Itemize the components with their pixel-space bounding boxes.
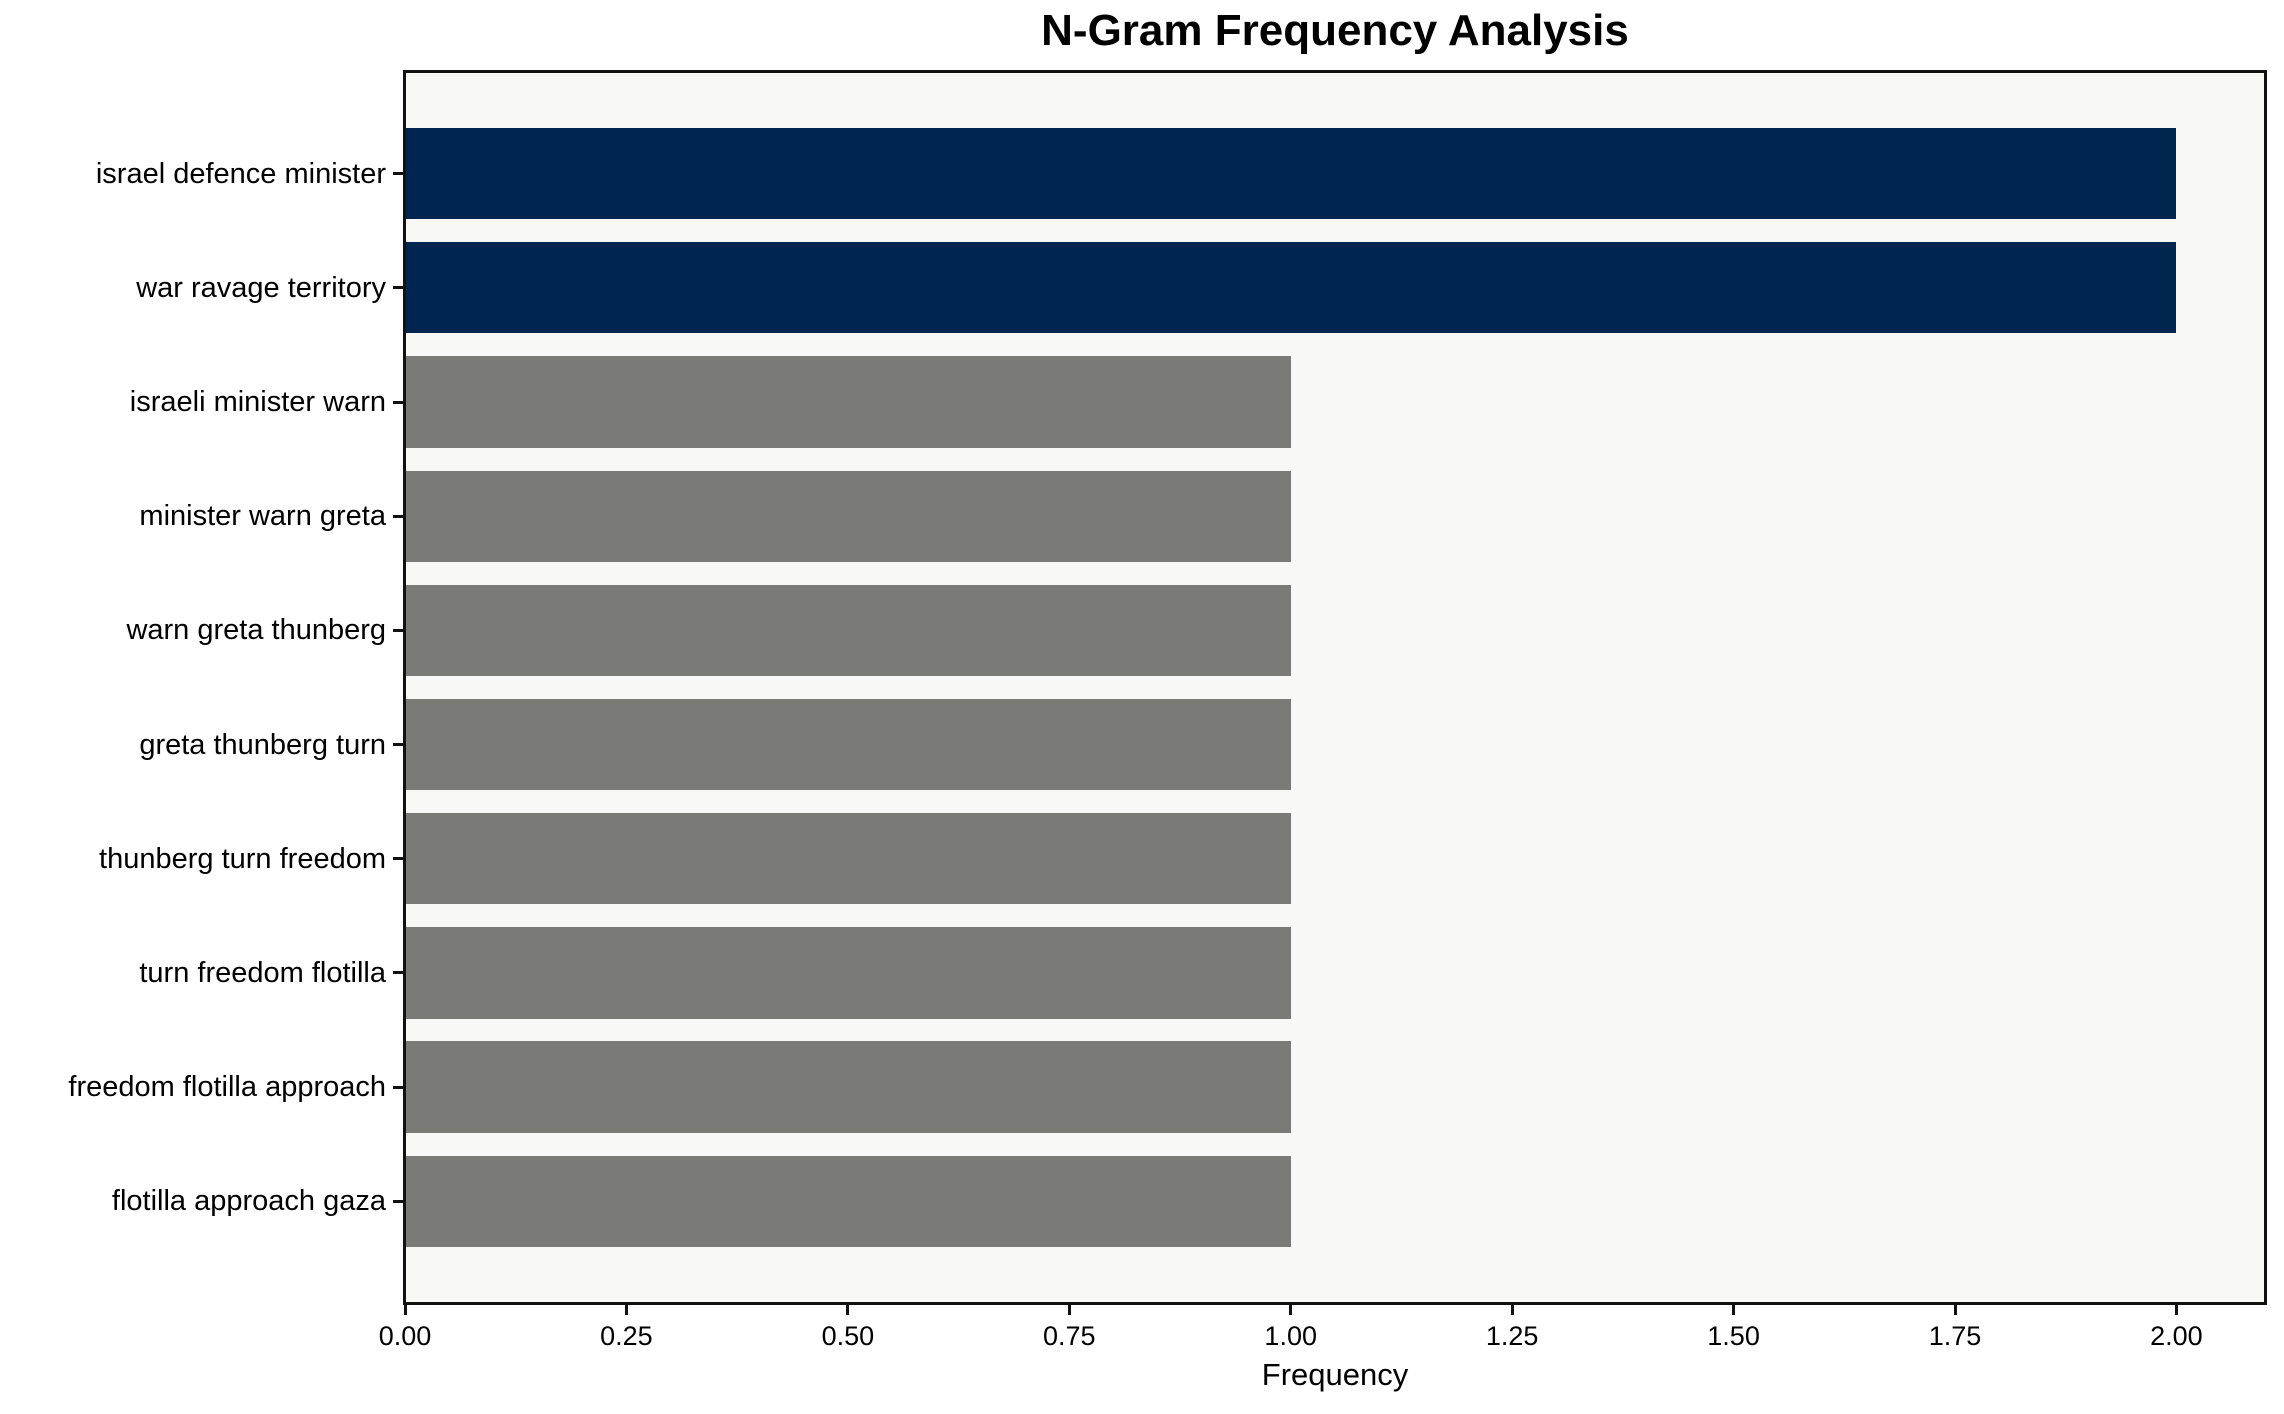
y-tick-label: warn greta thunberg (126, 614, 386, 647)
bar-thunberg-turn-freedom (405, 813, 1291, 905)
bar-warn-greta-thunberg (405, 584, 1291, 677)
y-tick-mark (393, 743, 405, 747)
y-tick-label: israel defence minister (95, 157, 386, 190)
bars-layer (405, 72, 2265, 1303)
y-tick-mark (393, 514, 405, 518)
chart-title: N-Gram Frequency Analysis (1041, 6, 1629, 55)
x-tick-label: 2.00 (2150, 1321, 2203, 1351)
bar-greta-thunberg-turn (405, 698, 1291, 791)
x-tick-mark (624, 1303, 628, 1315)
x-tick-mark (1510, 1303, 1514, 1315)
x-tick-mark (403, 1303, 407, 1315)
bar-israel-defence-minister (405, 127, 2177, 220)
y-tick-label: turn freedom flotilla (139, 956, 386, 989)
y-tick-label: greta thunberg turn (139, 728, 386, 761)
x-tick-mark (1732, 1303, 1736, 1315)
y-tick-label: minister warn greta (139, 500, 386, 533)
y-tick-label: freedom flotilla approach (68, 1071, 386, 1104)
x-tick-mark (2174, 1303, 2178, 1315)
x-tick-label: 0.00 (378, 1321, 432, 1351)
y-tick-mark (393, 400, 405, 404)
y-tick-mark (393, 628, 405, 632)
x-tick-mark (1289, 1303, 1293, 1315)
y-tick-label: flotilla approach gaza (111, 1185, 386, 1218)
y-tick-label: thunberg turn freedom (99, 842, 386, 875)
y-tick-mark (393, 172, 405, 176)
x-tick-label: 0.75 (1043, 1321, 1096, 1351)
y-tick-mark (393, 971, 405, 975)
x-tick-mark (846, 1303, 850, 1315)
bar-flotilla-approach-gaza (405, 1155, 1291, 1248)
x-axis-title: Frequency (1261, 1357, 1409, 1392)
bar-war-ravage-territory (405, 242, 2177, 334)
x-tick-label: 1.75 (1928, 1321, 1982, 1351)
y-tick-mark (393, 1085, 405, 1089)
bar-turn-freedom-flotilla (405, 927, 1291, 1019)
y-tick-label: war ravage territory (136, 271, 386, 304)
bar-freedom-flotilla-approach (405, 1041, 1291, 1133)
y-tick-label: israeli minister warn (129, 386, 386, 419)
y-tick-mark (393, 1199, 405, 1203)
x-tick-label: 1.50 (1707, 1321, 1760, 1351)
x-tick-label: 1.25 (1485, 1321, 1539, 1351)
y-tick-mark (393, 857, 405, 861)
x-tick-mark (1067, 1303, 1071, 1315)
x-tick-label: 0.50 (821, 1321, 875, 1351)
y-tick-mark (393, 286, 405, 290)
x-tick-mark (1953, 1303, 1957, 1315)
bar-minister-warn-greta (405, 470, 1291, 562)
x-tick-label: 0.25 (600, 1321, 653, 1351)
x-tick-label: 1.00 (1264, 1321, 1317, 1351)
bar-israeli-minister-warn (405, 356, 1291, 448)
